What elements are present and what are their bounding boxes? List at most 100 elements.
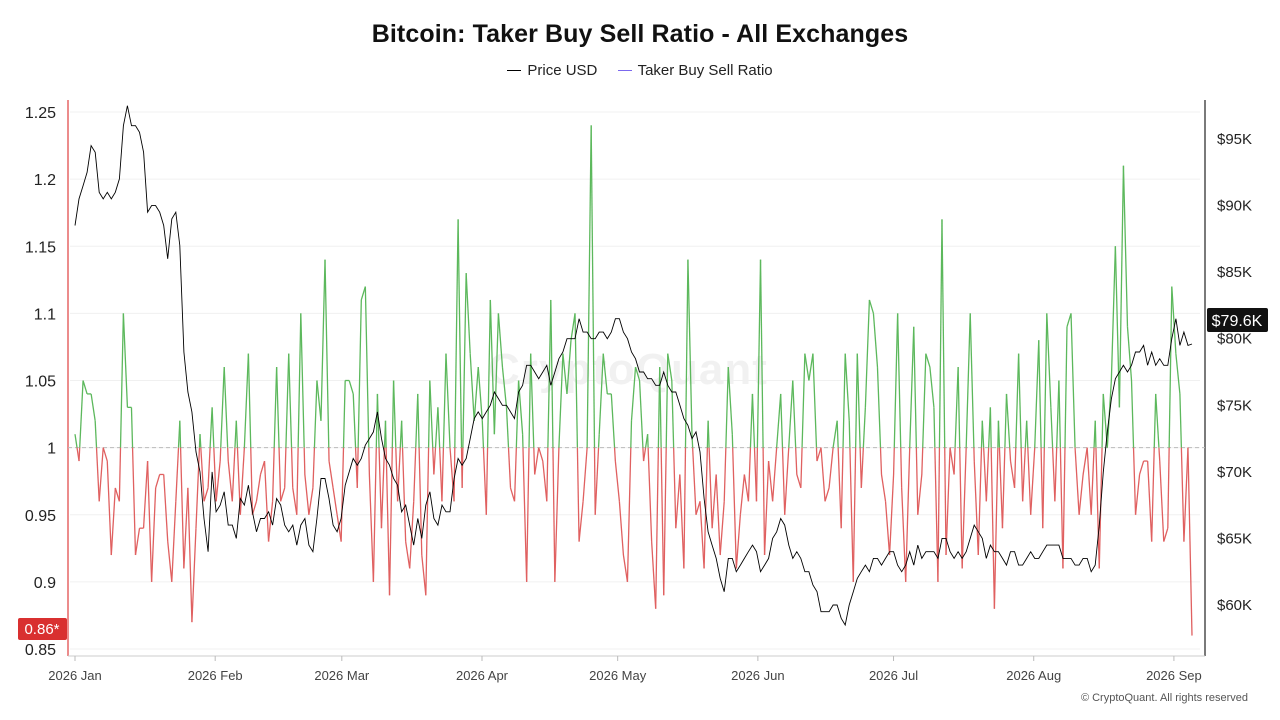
ratio-segment [626, 447, 632, 582]
ratio-segment [493, 313, 500, 435]
ratio-segment [385, 447, 391, 596]
ratio-segment [849, 447, 854, 582]
ratio-segment [915, 447, 919, 515]
ratio-segment [454, 219, 459, 448]
y-right-tick-label: $90K [1217, 198, 1252, 215]
ratio-segment [1046, 313, 1052, 408]
ratio-segment [501, 367, 508, 408]
y-left-tick-label: 0.9 [34, 575, 56, 592]
ratio-segment [417, 393, 420, 448]
ratio-segment [691, 447, 697, 515]
ratio-segment [749, 393, 754, 448]
ratio-segment [1027, 447, 1032, 515]
ratio-segment [840, 447, 844, 529]
y-left-tick-label: 1.15 [25, 239, 56, 256]
ratio-segment [941, 219, 946, 448]
ratio-segment [348, 380, 354, 395]
ratio-segment [462, 273, 467, 448]
ratio-segment [552, 447, 556, 582]
ratio-segment [1042, 447, 1045, 529]
ratio-segment [453, 447, 456, 502]
ratio-segment [1114, 246, 1121, 408]
ratio-segment [437, 407, 441, 448]
ratio-segment [1134, 474, 1141, 515]
ratio-segment [602, 353, 608, 394]
ratio-segment [562, 353, 568, 394]
ratio-segment [376, 393, 380, 448]
ratio-segment [646, 434, 649, 448]
ratio-segment [95, 447, 100, 502]
ratio-segment [917, 474, 923, 515]
ratio-segment [566, 340, 572, 394]
ratio-segment [909, 326, 915, 448]
ratio-segment [1074, 447, 1080, 515]
ratio-segment [1082, 447, 1088, 475]
legend-item-ratio[interactable]: Taker Buy Sell Ratio [617, 62, 773, 79]
ratio-segment [1005, 393, 1011, 448]
ratio-segment [735, 514, 742, 569]
y-left-tick-label: 1.2 [34, 172, 56, 189]
ratio-segment [929, 367, 935, 408]
ratio-segment [892, 447, 895, 475]
ratio-segment [251, 501, 258, 515]
ratio-segment [175, 447, 180, 502]
ratio-segment [239, 447, 246, 515]
ratio-segment [199, 434, 202, 448]
ratio-segment [590, 125, 596, 448]
ratio-segment [368, 474, 375, 582]
ratio-segment [828, 447, 834, 488]
x-tick-label: 2026 Feb [188, 668, 243, 683]
ratio-segment [1171, 286, 1177, 354]
ratio-segment [1064, 326, 1068, 448]
ratio-segment [739, 474, 746, 515]
ratio-segment [1163, 527, 1169, 542]
ratio-segment [368, 447, 371, 475]
ratio-segment [973, 461, 979, 556]
y-left-tick-label: 0.95 [25, 508, 56, 525]
ratio-segment [691, 434, 694, 448]
ratio-segment [395, 447, 399, 502]
ratio-segment [278, 447, 282, 502]
ratio-segment [993, 447, 999, 609]
x-tick-label: 2026 Apr [456, 668, 509, 683]
ratio-segment [618, 501, 625, 556]
y-right-tick-label: $75K [1217, 397, 1252, 414]
ratio-segment [489, 299, 496, 435]
ratio-segment [594, 447, 600, 515]
ratio-segment [340, 447, 345, 542]
x-tick-label: 2026 Jul [869, 668, 918, 683]
ratio-segment [292, 487, 298, 515]
ratio-segment [290, 447, 294, 488]
ratio-segment [250, 447, 254, 515]
y-left-tick-label: 1.05 [25, 374, 56, 391]
ratio-segment [884, 501, 891, 556]
ratio-segment [74, 434, 78, 448]
ratio-segment [1013, 447, 1017, 488]
ratio-segment [997, 420, 1001, 448]
ratio-segment [421, 554, 427, 596]
ratio-segment [94, 420, 98, 448]
ratio-segment [683, 447, 687, 569]
legend-item-price[interactable]: Price USD [507, 62, 597, 79]
ratio-segment [300, 313, 305, 448]
y-left-tick-label: 1.1 [34, 306, 56, 323]
ratio-segment [434, 407, 439, 448]
x-tick-label: 2026 Mar [314, 668, 370, 683]
ratio-segment [613, 447, 617, 462]
ratio-segment [134, 528, 141, 556]
ratio-segment [320, 259, 326, 421]
ratio-segment [1086, 447, 1092, 515]
ratio-segment [119, 313, 125, 448]
ratio-segment [933, 407, 936, 448]
ratio-segment [647, 447, 653, 542]
ratio-segment [171, 501, 177, 582]
ratio-segment [191, 528, 197, 623]
watermark: CryptoQuant [488, 345, 768, 394]
ratio-segment [1138, 460, 1145, 475]
ratio-segment [795, 447, 798, 475]
ratio-segment [1130, 380, 1135, 448]
ratio-segment [342, 380, 346, 448]
ratio-segment [352, 393, 357, 448]
ratio-segment [921, 447, 924, 475]
